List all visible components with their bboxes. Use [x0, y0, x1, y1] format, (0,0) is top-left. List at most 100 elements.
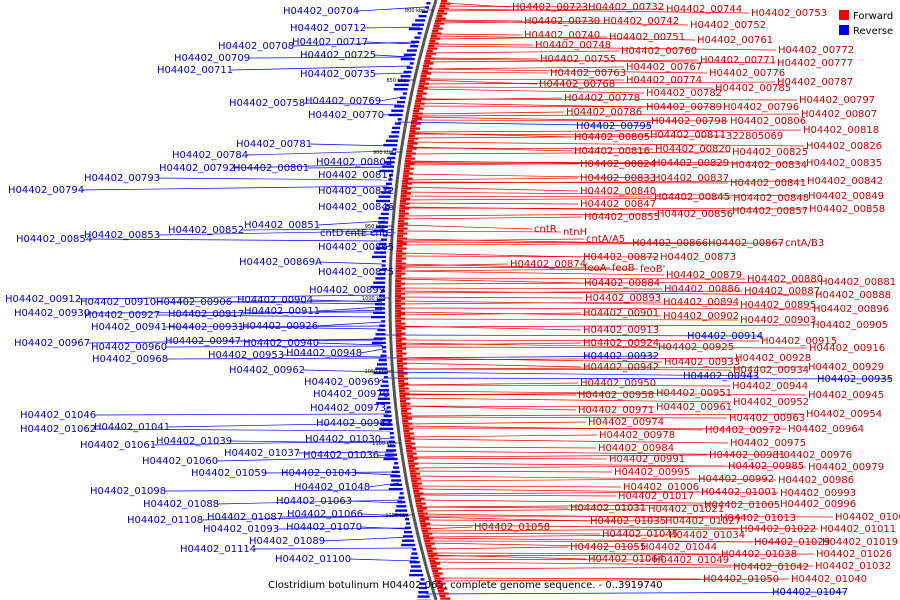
forward-gene	[416, 507, 427, 510]
forward-gene	[397, 362, 407, 365]
forward-gene	[404, 437, 415, 440]
reverse-gene	[371, 341, 386, 345]
forward-gene	[429, 560, 436, 563]
reverse-gene	[390, 483, 402, 486]
forward-gene	[423, 62, 434, 65]
forward-gene	[401, 417, 412, 420]
forward-gene-connector	[422, 519, 664, 522]
forward-gene-label: H04402_00915	[761, 336, 837, 347]
forward-gene	[407, 140, 414, 143]
ruler-tick-label: 1000 kbp	[362, 296, 386, 302]
reverse-gene	[381, 260, 386, 263]
forward-gene	[397, 235, 404, 238]
forward-gene-label: H04402_00723	[512, 2, 588, 13]
reverse-gene-label: H04402_01108	[127, 515, 203, 526]
reverse-gene	[390, 436, 395, 439]
forward-gene	[410, 127, 420, 130]
forward-gene-label: H04402_01032	[815, 561, 891, 572]
reverse-gene	[412, 23, 424, 26]
forward-gene-connector	[437, 577, 702, 580]
forward-gene	[395, 300, 401, 303]
forward-gene-connector	[418, 499, 779, 505]
forward-gene	[406, 450, 413, 453]
forward-gene-connector	[398, 270, 665, 276]
forward-gene-connector	[420, 88, 645, 94]
forward-gene	[399, 397, 410, 400]
forward-gene-label: H04402_00826	[806, 141, 882, 152]
reverse-gene	[378, 242, 387, 246]
forward-gene	[424, 540, 431, 543]
forward-gene-label: H04402_01021	[648, 504, 724, 515]
forward-gene	[432, 27, 443, 30]
reverse-gene-connector	[201, 515, 406, 521]
forward-gene-connector	[425, 532, 601, 535]
forward-gene	[395, 297, 405, 300]
reverse-gene	[417, 595, 430, 598]
forward-gene	[403, 170, 410, 173]
forward-gene	[414, 497, 425, 500]
reverse-gene-connector	[316, 321, 383, 327]
forward-gene-label: H04402_00840	[580, 186, 656, 197]
reverse-gene	[385, 204, 390, 207]
reverse-gene-connector	[360, 526, 409, 530]
forward-gene	[417, 90, 424, 93]
label-connector-lines	[79, 2, 892, 595]
legend-reverse-label: Reverse	[853, 26, 893, 37]
forward-gene	[397, 375, 404, 378]
reverse-gene-connector	[384, 371, 758, 377]
forward-gene	[406, 150, 413, 153]
reverse-gene-connector	[216, 456, 395, 462]
reverse-gene-label: H04402_00851	[244, 220, 320, 231]
reverse-gene	[376, 199, 390, 203]
reverse-gene-connector	[154, 300, 383, 303]
forward-gene	[421, 527, 432, 530]
reverse-gene	[375, 225, 388, 228]
forward-gene	[415, 100, 422, 103]
reverse-gene	[425, 6, 430, 9]
reverse-gene-connector	[383, 355, 658, 359]
reverse-gene-label: H04402_00973	[310, 403, 386, 414]
forward-gene-label: H04402_00855	[584, 212, 660, 223]
forward-gene	[395, 307, 405, 310]
forward-gene-label: H04402_00785	[715, 83, 791, 94]
forward-gene	[400, 200, 406, 203]
legend-reverse-swatch	[839, 25, 849, 35]
forward-gene	[400, 400, 406, 403]
reverse-gene-label: H04402_00926	[242, 321, 318, 332]
forward-gene	[396, 350, 403, 353]
reverse-gene-label: H04402_00927	[84, 310, 160, 321]
reverse-gene-connector	[303, 369, 385, 373]
forward-gene-connector	[399, 357, 663, 363]
forward-gene-label: H04402_00872	[583, 252, 659, 263]
reverse-gene	[389, 432, 394, 435]
forward-gene-label: H04402_00778	[564, 93, 640, 104]
forward-gene-label: H04402_00979	[808, 462, 884, 473]
forward-gene-connector	[437, 20, 689, 26]
forward-gene	[399, 392, 410, 395]
reverse-gene	[410, 556, 419, 560]
forward-gene-label: H04402_00856	[657, 209, 733, 220]
reverse-gene	[420, 578, 425, 581]
forward-gene	[395, 265, 402, 268]
forward-gene	[428, 42, 439, 45]
forward-gene-label: H04402_01038	[721, 549, 797, 560]
forward-gene-connector	[397, 290, 814, 296]
forward-gene-label: H04402_00991	[609, 454, 685, 465]
forward-gene-label: H04402_00950	[580, 378, 656, 389]
forward-gene	[424, 57, 435, 60]
forward-gene	[441, 0, 448, 3]
ruler-tick-label: 800 kbp	[405, 8, 425, 14]
ruler-ticks: 800 kbp 850 kbp 900 kbp 950 kbp 1000 kbp 1050…	[362, 8, 433, 519]
forward-gene-label: H04402_00942	[583, 362, 659, 373]
reverse-gene-label: H04402_00970	[313, 389, 389, 400]
forward-gene-label: feoA	[584, 263, 607, 274]
forward-gene-connector	[409, 146, 573, 152]
reverse-gene-label: H04402_01059	[191, 468, 267, 479]
forward-gene-connector	[437, 19, 523, 22]
forward-gene	[424, 60, 431, 63]
reverse-gene-label: H04402_01048	[294, 482, 370, 493]
forward-gene	[399, 390, 406, 393]
legend-forward-swatch	[839, 10, 849, 20]
forward-gene	[435, 580, 441, 583]
